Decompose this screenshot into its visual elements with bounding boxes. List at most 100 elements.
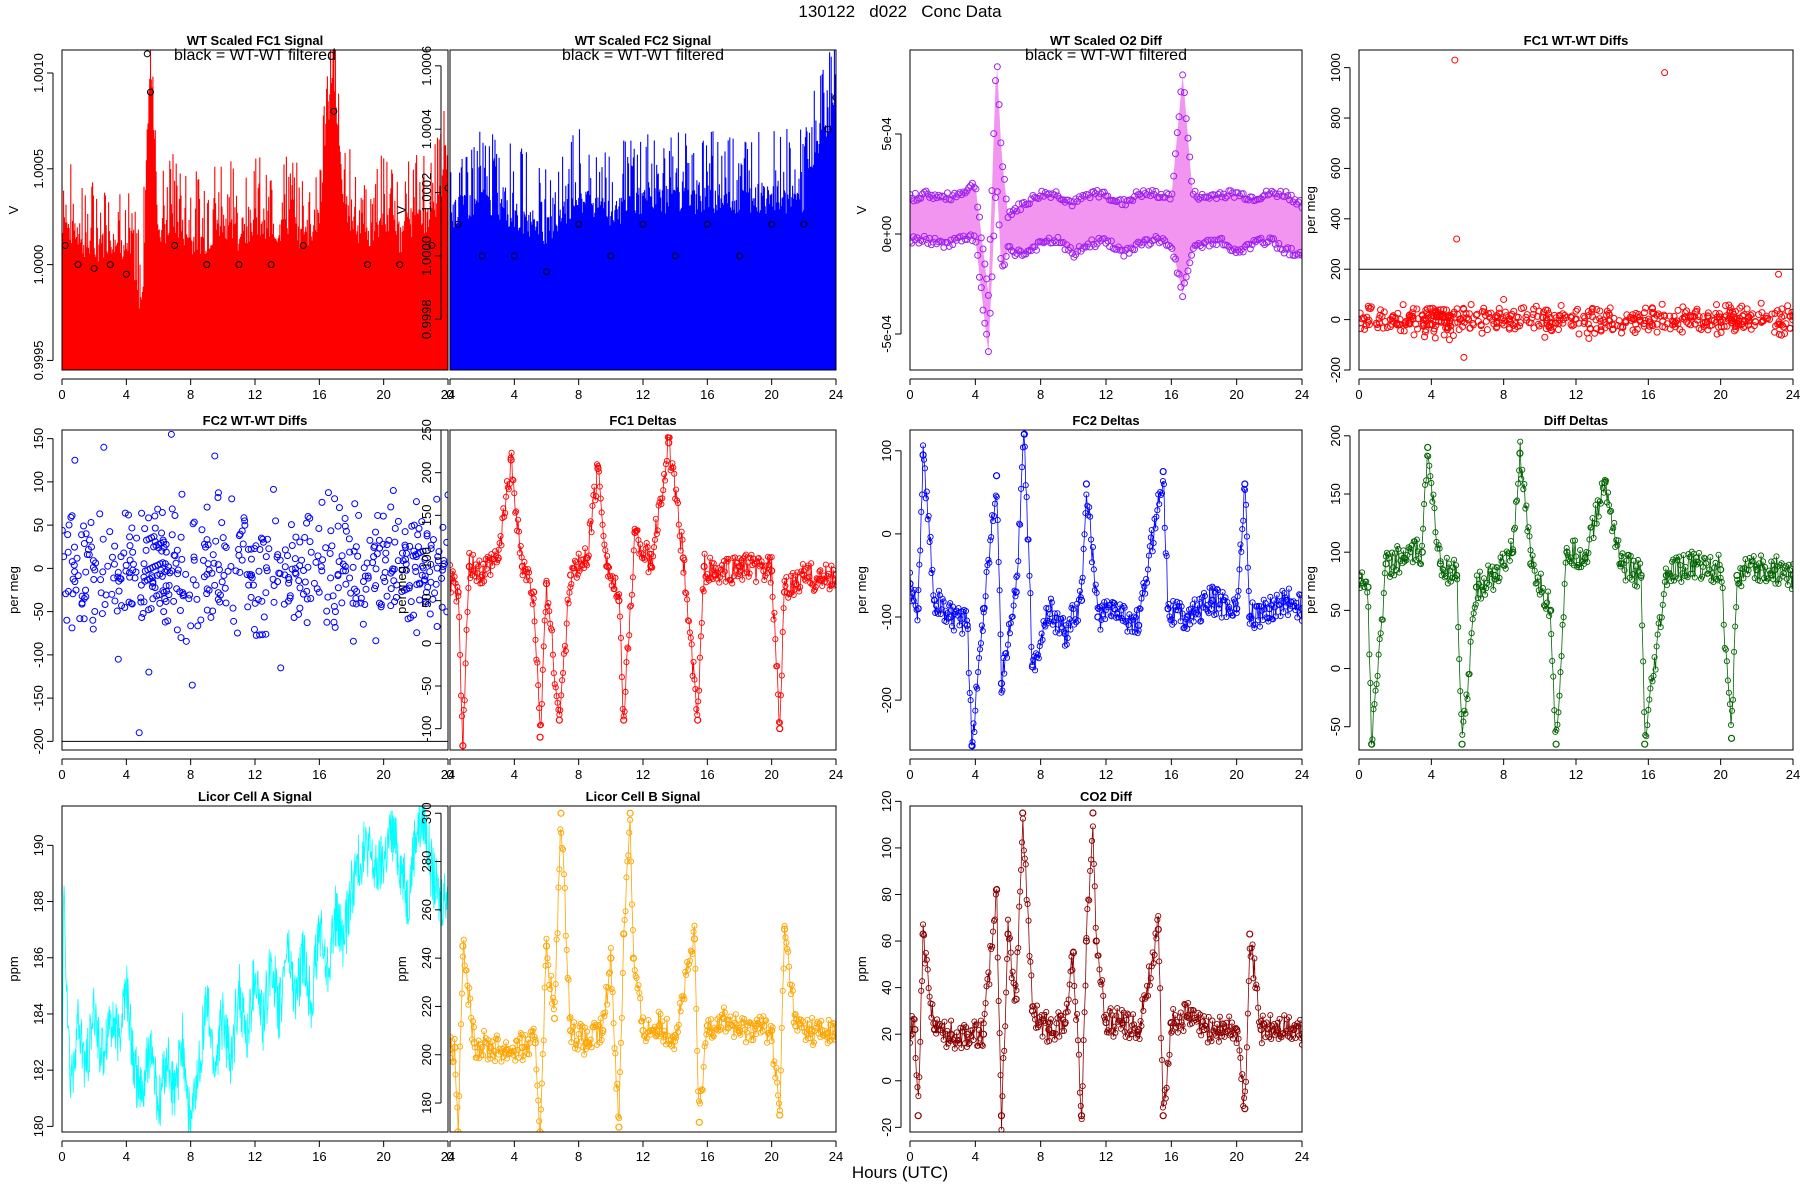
series-1-point xyxy=(1059,1028,1066,1035)
series-1-point xyxy=(1154,916,1161,923)
series-1-point xyxy=(650,544,658,551)
series-1-point xyxy=(1251,955,1258,962)
series-1-point xyxy=(548,627,556,634)
series-1-point xyxy=(1444,580,1451,587)
series-1-point xyxy=(582,1024,589,1031)
series-1-point xyxy=(63,616,71,624)
series-1-point xyxy=(99,568,107,576)
series-1-point xyxy=(1783,575,1790,582)
series-1-point xyxy=(701,550,708,557)
series-1-key-point xyxy=(583,554,591,562)
series-1-point xyxy=(138,509,146,517)
series-1-point xyxy=(1674,556,1681,564)
series-1-point xyxy=(961,1022,968,1029)
series-1-point xyxy=(540,643,547,650)
series-1-point xyxy=(1124,1010,1131,1017)
series-1-point xyxy=(366,536,374,544)
series-1-point xyxy=(457,1021,465,1028)
series-1-point xyxy=(1185,999,1192,1007)
series-1-point xyxy=(387,503,395,511)
series-1-point xyxy=(1649,305,1657,313)
series-1-point xyxy=(138,613,146,621)
series-1-point xyxy=(994,954,1001,961)
series-1-point xyxy=(1286,196,1294,204)
series-1-point xyxy=(1437,306,1445,314)
series-1-point xyxy=(631,967,638,974)
series-1-point xyxy=(997,631,1004,638)
series-1-point xyxy=(756,1013,763,1020)
series-1-point xyxy=(1738,583,1745,590)
series-1-point xyxy=(920,442,927,449)
series-1-point xyxy=(76,615,84,623)
series-1-point xyxy=(976,655,983,662)
series-1-point xyxy=(1015,944,1022,952)
series-1-point xyxy=(1008,246,1016,254)
series-1-point xyxy=(1388,320,1396,328)
y-tick-label: 100 xyxy=(879,837,894,859)
series-1-point xyxy=(616,1115,623,1122)
series-1-point xyxy=(1359,584,1364,592)
series-1-point xyxy=(807,579,814,586)
series-1-point xyxy=(990,928,997,935)
series-1-key-point xyxy=(792,579,800,588)
series-1-point xyxy=(988,534,995,541)
series-1-point xyxy=(1724,677,1731,684)
series-1-point xyxy=(418,562,426,570)
series-1-point xyxy=(1761,575,1768,582)
series-1-point xyxy=(241,517,249,525)
series-1-point xyxy=(661,1027,668,1034)
series-1-point xyxy=(947,236,955,244)
series-1-point xyxy=(922,495,929,502)
series-1-point xyxy=(235,545,243,553)
series-1-point xyxy=(915,587,922,594)
series-1-key-point xyxy=(997,1112,1006,1120)
series-1-point xyxy=(1572,307,1580,315)
series-1-point xyxy=(1073,619,1080,626)
series-1-point xyxy=(976,1026,983,1034)
series-1-point xyxy=(159,587,167,595)
series-1-point xyxy=(291,569,299,577)
series-1-point xyxy=(953,1029,960,1036)
series-1-point xyxy=(562,932,569,939)
series-1-point xyxy=(1431,505,1438,512)
y-tick-label: 100 xyxy=(419,547,434,569)
series-1-point xyxy=(1451,56,1459,64)
series-1-point xyxy=(1100,235,1108,243)
series-1-point xyxy=(1359,309,1364,317)
chart-annotation: black = WT-WT filtered xyxy=(562,47,724,64)
series-1-point xyxy=(227,563,235,571)
series-1-point xyxy=(663,457,670,464)
series-1-point xyxy=(1116,601,1124,608)
series-1-point xyxy=(598,509,605,516)
series-1-point xyxy=(1588,306,1596,314)
series-1-point xyxy=(335,558,343,566)
series-1-point xyxy=(750,1036,757,1044)
series-1-point xyxy=(1174,1029,1181,1036)
series-1-point xyxy=(1561,580,1568,587)
series-1-point xyxy=(1229,189,1237,197)
series-1-point xyxy=(393,581,401,589)
series-1-key-point xyxy=(690,935,699,943)
series-1-point xyxy=(970,183,978,191)
series-1-point xyxy=(421,555,429,563)
series-1-point xyxy=(1606,502,1613,509)
series-1-point xyxy=(773,1064,780,1071)
series-1-point xyxy=(967,697,974,704)
series-1-point xyxy=(1418,311,1426,319)
series-1-point xyxy=(241,521,249,529)
series-1-point xyxy=(1002,195,1010,203)
series-1-point xyxy=(1681,313,1689,321)
series-1-point xyxy=(612,574,619,581)
series-1-key-point xyxy=(454,588,462,596)
series-1-point xyxy=(753,558,761,565)
series-1-point xyxy=(983,568,990,575)
series-1-point xyxy=(1179,1022,1186,1029)
y-tick-label: 200 xyxy=(1328,258,1343,280)
series-1-point xyxy=(1464,695,1471,703)
series-1-point xyxy=(1018,866,1025,874)
series-1-point xyxy=(1075,193,1083,201)
x-tick-label: 0 xyxy=(1355,767,1362,782)
series-1-point xyxy=(558,829,565,836)
